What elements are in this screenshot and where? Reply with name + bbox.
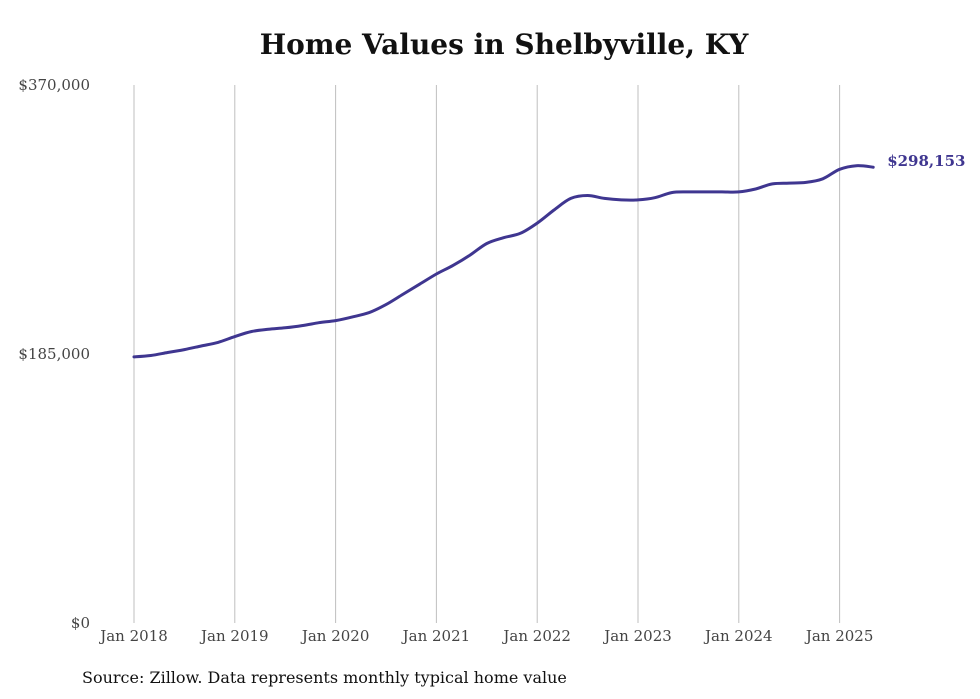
chart-title: Home Values in Shelbyville, KY [259, 28, 749, 61]
source-note: Source: Zillow. Data represents monthly … [82, 668, 567, 687]
x-tick-label: Jan 2021 [401, 627, 471, 645]
y-axis-ticks: $0 $185,000 $370,000 [18, 76, 90, 632]
x-tick-label: Jan 2024 [703, 627, 773, 645]
x-tick-label: Jan 2025 [804, 627, 874, 645]
y-tick-label: $370,000 [18, 76, 90, 94]
gridlines [133, 85, 841, 623]
y-tick-label: $0 [71, 614, 90, 632]
series-line [132, 164, 875, 359]
x-tick-label: Jan 2023 [602, 627, 672, 645]
x-axis-ticks: Jan 2018 Jan 2019 Jan 2020 Jan 2021 Jan 2022… [98, 627, 873, 645]
x-tick-label: Jan 2022 [501, 627, 571, 645]
x-tick-label: Jan 2018 [98, 627, 168, 645]
x-tick-label: Jan 2019 [199, 627, 269, 645]
x-tick-label: Jan 2020 [300, 627, 370, 645]
end-value-label: $298,153 [887, 152, 965, 170]
y-tick-label: $185,000 [18, 345, 90, 363]
